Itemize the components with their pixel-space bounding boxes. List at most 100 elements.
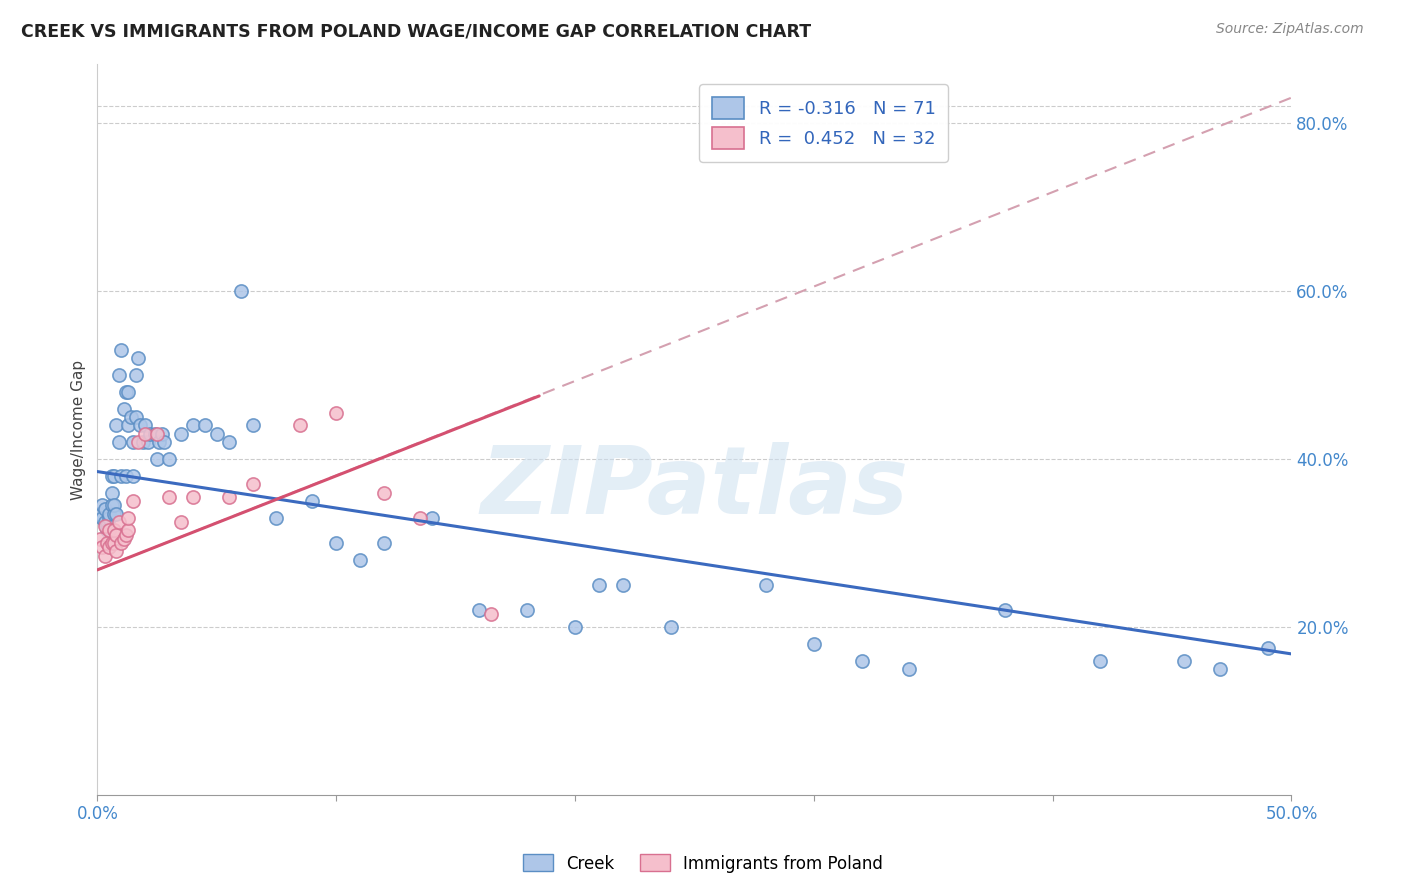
Point <box>93 549 115 563</box>
Point <box>139 426 162 441</box>
Text: ZIPatlas: ZIPatlas <box>481 442 908 534</box>
Point <box>1090 654 1112 668</box>
Point <box>146 426 169 441</box>
Text: CREEK VS IMMIGRANTS FROM POLAND WAGE/INCOME GAP CORRELATION CHART: CREEK VS IMMIGRANTS FROM POLAND WAGE/INC… <box>21 22 811 40</box>
Point <box>96 524 118 538</box>
Point <box>115 468 138 483</box>
Y-axis label: Wage/Income Gap: Wage/Income Gap <box>72 359 86 500</box>
Point <box>181 490 204 504</box>
Point <box>266 510 288 524</box>
Point <box>803 637 825 651</box>
Point <box>170 515 193 529</box>
Point <box>89 532 111 546</box>
Point <box>349 553 371 567</box>
Point <box>325 406 347 420</box>
Legend: R = -0.316   N = 71, R =  0.452   N = 32: R = -0.316 N = 71, R = 0.452 N = 32 <box>699 84 948 161</box>
Point <box>205 426 228 441</box>
Point <box>103 468 125 483</box>
Point <box>659 620 682 634</box>
Point <box>93 519 115 533</box>
Point <box>181 418 204 433</box>
Point <box>325 536 347 550</box>
Point <box>290 418 312 433</box>
Point <box>755 578 778 592</box>
Point <box>143 426 166 441</box>
Point <box>100 536 122 550</box>
Point <box>301 494 323 508</box>
Point <box>103 498 125 512</box>
Point <box>409 510 432 524</box>
Point <box>112 532 135 546</box>
Point <box>96 536 118 550</box>
Point <box>110 343 132 357</box>
Point <box>898 662 921 676</box>
Text: Source: ZipAtlas.com: Source: ZipAtlas.com <box>1216 22 1364 37</box>
Point <box>108 515 131 529</box>
Point <box>108 368 131 382</box>
Point <box>132 435 155 450</box>
Point <box>103 507 125 521</box>
Point <box>115 384 138 399</box>
Point <box>242 418 264 433</box>
Point <box>481 607 503 622</box>
Point <box>218 490 240 504</box>
Point <box>105 527 128 541</box>
Point <box>117 384 139 399</box>
Point <box>110 536 132 550</box>
Point <box>115 527 138 541</box>
Point <box>157 490 180 504</box>
Point <box>373 485 395 500</box>
Legend: Creek, Immigrants from Poland: Creek, Immigrants from Poland <box>516 847 890 880</box>
Point <box>98 540 121 554</box>
Point <box>994 603 1017 617</box>
Point <box>91 510 114 524</box>
Point <box>100 498 122 512</box>
Point <box>103 536 125 550</box>
Point <box>93 502 115 516</box>
Point <box>117 510 139 524</box>
Point <box>127 351 149 366</box>
Point <box>170 426 193 441</box>
Point <box>108 435 131 450</box>
Point <box>242 477 264 491</box>
Point <box>588 578 610 592</box>
Point <box>91 498 114 512</box>
Point <box>127 435 149 450</box>
Point <box>117 418 139 433</box>
Point <box>110 468 132 483</box>
Point <box>612 578 634 592</box>
Point <box>129 418 152 433</box>
Point <box>122 435 145 450</box>
Point <box>157 452 180 467</box>
Point <box>103 524 125 538</box>
Point <box>96 519 118 533</box>
Point <box>1209 662 1232 676</box>
Point <box>117 524 139 538</box>
Point <box>148 435 170 450</box>
Point <box>98 510 121 524</box>
Point <box>100 485 122 500</box>
Point <box>100 468 122 483</box>
Point <box>150 426 173 441</box>
Point <box>89 507 111 521</box>
Point <box>218 435 240 450</box>
Point <box>516 603 538 617</box>
Point <box>120 409 142 424</box>
Point <box>373 536 395 550</box>
Point <box>124 409 146 424</box>
Point <box>91 540 114 554</box>
Point <box>134 426 156 441</box>
Point <box>105 418 128 433</box>
Point <box>122 494 145 508</box>
Point <box>112 401 135 416</box>
Point <box>122 468 145 483</box>
Point <box>229 284 252 298</box>
Point <box>851 654 873 668</box>
Point <box>105 544 128 558</box>
Point <box>134 418 156 433</box>
Point <box>468 603 491 617</box>
Point <box>98 524 121 538</box>
Point <box>98 507 121 521</box>
Point <box>1173 654 1195 668</box>
Point <box>420 510 443 524</box>
